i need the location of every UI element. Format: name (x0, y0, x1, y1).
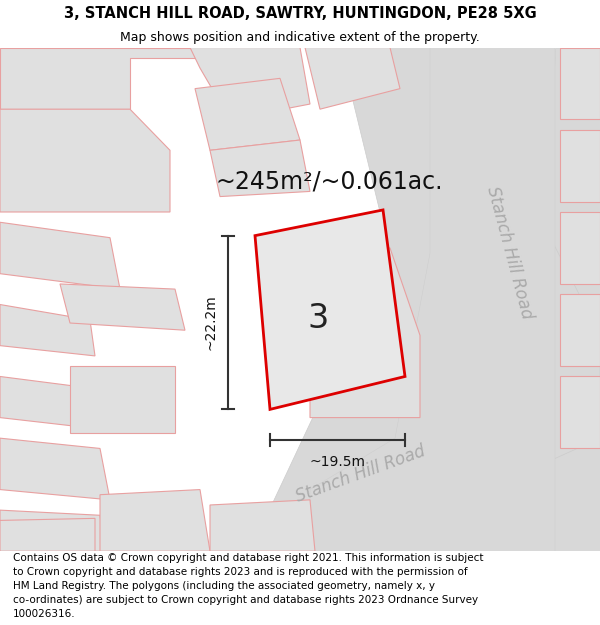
Polygon shape (560, 48, 600, 119)
Polygon shape (530, 48, 600, 551)
Polygon shape (0, 510, 105, 551)
Polygon shape (0, 518, 95, 551)
Polygon shape (210, 500, 315, 551)
Polygon shape (255, 210, 405, 409)
Polygon shape (210, 140, 310, 197)
Polygon shape (100, 489, 210, 551)
Text: Map shows position and indicative extent of the property.: Map shows position and indicative extent… (120, 31, 480, 44)
Polygon shape (250, 48, 600, 551)
Polygon shape (310, 248, 420, 418)
Text: 3: 3 (308, 302, 329, 334)
Polygon shape (195, 78, 300, 150)
Polygon shape (0, 222, 120, 289)
Polygon shape (310, 48, 555, 551)
Text: 3, STANCH HILL ROAD, SAWTRY, HUNTINGDON, PE28 5XG: 3, STANCH HILL ROAD, SAWTRY, HUNTINGDON,… (64, 6, 536, 21)
Polygon shape (560, 130, 600, 202)
Polygon shape (60, 284, 185, 330)
Text: HM Land Registry. The polygons (including the associated geometry, namely x, y: HM Land Registry. The polygons (includin… (13, 581, 435, 591)
Text: ~19.5m: ~19.5m (310, 454, 365, 469)
Polygon shape (190, 48, 310, 119)
Polygon shape (305, 48, 400, 109)
Polygon shape (560, 376, 600, 449)
Text: ~245m²/~0.061ac.: ~245m²/~0.061ac. (215, 169, 443, 193)
Polygon shape (0, 376, 90, 428)
Polygon shape (0, 438, 110, 500)
Text: co-ordinates) are subject to Crown copyright and database rights 2023 Ordnance S: co-ordinates) are subject to Crown copyr… (13, 595, 478, 605)
Text: Stanch Hill Road: Stanch Hill Road (484, 185, 536, 321)
Text: to Crown copyright and database rights 2023 and is reproduced with the permissio: to Crown copyright and database rights 2… (13, 568, 468, 578)
Polygon shape (560, 212, 600, 284)
Polygon shape (70, 366, 175, 433)
Text: 100026316.: 100026316. (13, 609, 76, 619)
Text: ~22.2m: ~22.2m (204, 294, 218, 351)
Polygon shape (0, 109, 170, 212)
Polygon shape (0, 48, 200, 109)
Polygon shape (0, 304, 95, 356)
Text: Stanch Hill Road: Stanch Hill Road (293, 442, 427, 506)
Polygon shape (560, 294, 600, 366)
Text: Contains OS data © Crown copyright and database right 2021. This information is : Contains OS data © Crown copyright and d… (13, 554, 484, 564)
